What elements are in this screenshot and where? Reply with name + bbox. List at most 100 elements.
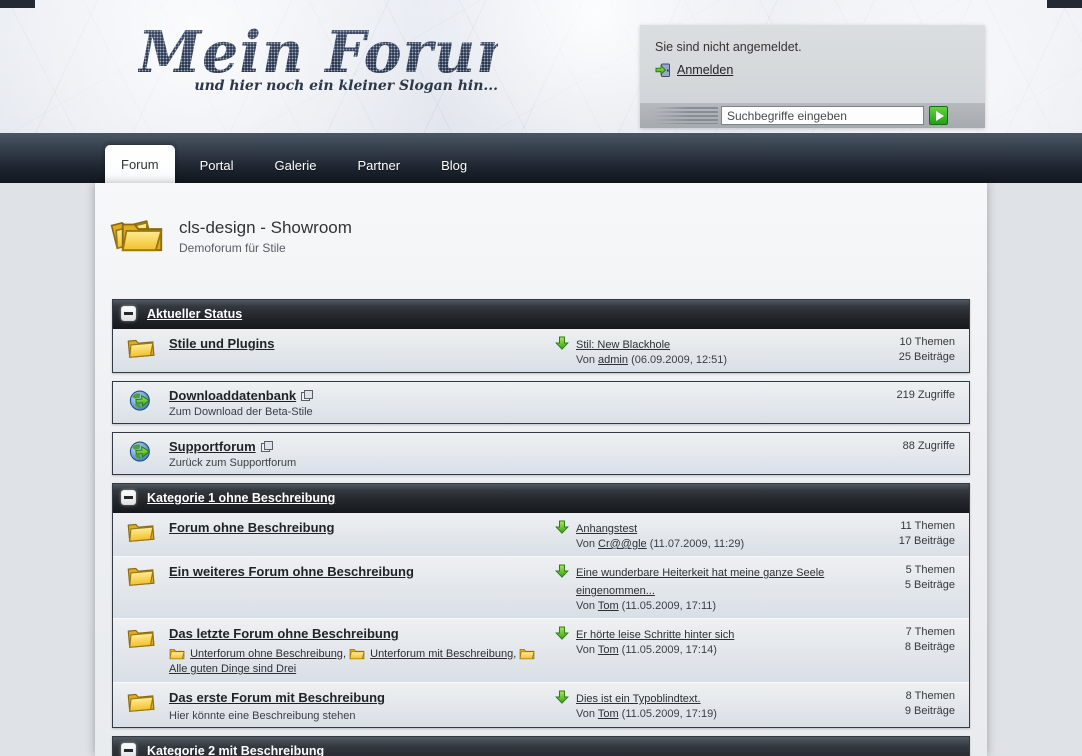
external-link-box: Supportforum Zurück zum Supportforum 88 … [112,432,970,475]
collapse-toggle-icon[interactable] [121,743,136,756]
collapse-toggle-icon[interactable] [121,306,136,321]
subforum-list: Unterforum ohne Beschreibung, Unterforum… [169,647,549,677]
external-link-title[interactable]: Supportforum [169,439,256,454]
last-post-arrow-icon[interactable] [555,626,569,640]
go-arrow-icon [935,110,944,121]
subforum-folder-icon [169,649,185,660]
forum-link[interactable]: Forum ohne Beschreibung [169,520,335,535]
external-link-row: Downloaddatenbank Zum Download der Beta-… [113,382,969,423]
stat-posts: 25 Beiträge [898,351,955,363]
last-post-arrow-icon[interactable] [555,520,569,534]
last-post-arrow-icon[interactable] [555,336,569,350]
brand-logo: Mein Forum und hier noch ein kleiner Slo… [138,24,498,94]
folder-icon [127,629,155,648]
last-post-byline: Von admin (06.09.2009, 12:51) [576,354,728,366]
folder-stack-icon [110,211,167,261]
forum-description: Hier könnte eine Beschreibung stehen [169,710,356,722]
tab-portal[interactable]: Portal [199,158,234,173]
last-post-arrow-icon[interactable] [555,564,569,578]
last-post-author-link[interactable]: Tom [597,708,619,720]
page-title: cls-design - Showroom [179,217,352,237]
stat-topics: 10 Themen [899,336,955,348]
stat-topics: 7 Themen [905,626,955,638]
stat-posts: 8 Beiträge [904,641,955,653]
forum-row: Ein weiteres Forum ohne Beschreibung Ein… [113,556,969,618]
forum-row: Forum ohne Beschreibung Anhangstest Von … [113,513,969,556]
tab-partner[interactable]: Partner [357,158,401,173]
search-go-button[interactable] [929,106,948,125]
tab-galerie[interactable]: Galerie [274,158,317,173]
last-post-byline: Von Tom (11.05.2009, 17:14) [576,644,717,656]
external-window-icon [260,441,273,452]
stat-posts: 17 Beiträge [898,535,955,547]
last-post-byline: Von Cr@@gle (11.07.2009, 11:29) [576,538,745,550]
last-post-author-link[interactable]: Tom [597,644,619,656]
login-door-icon [655,63,670,77]
forum-stats: 8 Themen 9 Beiträge [857,689,969,719]
last-post-author-link[interactable]: Tom [597,600,619,612]
folder-icon [127,339,155,358]
subforum-folder-icon [349,649,365,660]
forum-stats: 7 Themen 8 Beiträge [857,625,969,655]
subforum-link[interactable]: Alle guten Dinge sind Drei [169,663,297,675]
subforum-link[interactable]: Unterforum ohne Beschreibung [190,648,343,660]
forum-link[interactable]: Das erste Forum mit Beschreibung [169,690,385,705]
subforum-link[interactable]: Unterforum mit Beschreibung [370,648,514,660]
external-window-icon [301,390,314,401]
corner-decoration [1047,0,1082,8]
main-navbar: Forum Portal Galerie Partner Blog [0,133,1082,183]
brand-slogan: und hier noch ein kleiner Slogan hin... [194,78,498,94]
category-title-link[interactable]: Kategorie 1 ohne Beschreibung [147,491,336,505]
last-post-link[interactable]: Stil: New Blackhole [576,339,671,351]
last-post-cell: Stil: New Blackhole Von admin (06.09.200… [555,335,857,367]
forum-link[interactable]: Ein weiteres Forum ohne Beschreibung [169,564,414,579]
search-input[interactable] [721,106,924,125]
subforum-item: Unterforum mit Beschreibung, [349,648,519,660]
forum-stats: 11 Themen 17 Beiträge [857,519,969,549]
folder-icon [127,523,155,542]
last-post-link[interactable]: Dies ist ein Typoblindtext. [576,693,701,705]
last-post-arrow-icon[interactable] [555,690,569,704]
forum-row: Stile und Plugins Stil: New Blackhole Vo… [113,329,969,372]
last-post-cell: Er hörte leise Schritte hinter sich Von … [555,625,857,657]
category-box: Aktueller Status Stile und Plugins Stil:… [112,299,970,373]
category-header: Aktueller Status [113,300,969,329]
external-link-description: Zum Download der Beta-Stile [169,406,313,418]
stat-topics: 11 Themen [900,520,955,532]
forum-link[interactable]: Stile und Plugins [169,336,275,351]
link-access-count: 88 Zugriffe [902,440,955,452]
login-link[interactable]: Anmelden [677,63,734,77]
category-box: Kategorie 2 mit Beschreibung Mit einer B… [112,736,970,756]
last-post-link[interactable]: Anhangstest [576,523,638,535]
forum-stats: 5 Themen 5 Beiträge [857,563,969,593]
forum-stats: 10 Themen 25 Beiträge [857,335,969,365]
tab-blog[interactable]: Blog [441,158,468,173]
last-post-cell: Dies ist ein Typoblindtext. Von Tom (11.… [555,689,857,721]
stat-topics: 5 Themen [905,564,955,576]
category-box: Kategorie 1 ohne Beschreibung Forum ohne… [112,483,970,728]
external-link-row: Supportforum Zurück zum Supportforum 88 … [113,433,969,474]
folder-icon [127,567,155,586]
last-post-byline: Von Tom (11.05.2009, 17:19) [576,708,717,720]
globe-link-icon [129,390,151,411]
last-post-link[interactable]: Eine wunderbare Heiterkeit hat meine gan… [576,567,825,597]
tab-forum[interactable]: Forum [105,145,175,183]
external-link-title[interactable]: Downloaddatenbank [169,388,297,403]
last-post-author-link[interactable]: Cr@@gle [598,538,647,550]
last-post-byline: Von Tom (11.05.2009, 17:11) [576,600,717,612]
category-title-link[interactable]: Kategorie 2 mit Beschreibung [147,744,325,756]
main-content: cls-design - Showroom Demoforum für Stil… [95,183,987,756]
forum-row: Das erste Forum mit Beschreibung Hier kö… [113,682,969,727]
stat-topics: 8 Themen [905,690,955,702]
forum-link[interactable]: Das letzte Forum ohne Beschreibung [169,626,399,641]
collapse-toggle-icon[interactable] [121,490,136,505]
category-header: Kategorie 1 ohne Beschreibung [113,484,969,513]
stat-posts: 5 Beiträge [904,579,955,591]
search-bar [640,103,985,128]
link-access-count: 219 Zugriffe [896,389,955,401]
last-post-link[interactable]: Er hörte leise Schritte hinter sich [576,629,735,641]
subforum-item: Unterforum ohne Beschreibung, [169,648,349,660]
category-title-link[interactable]: Aktueller Status [147,307,243,321]
last-post-author-link[interactable]: admin [598,354,628,366]
last-post-cell: Eine wunderbare Heiterkeit hat meine gan… [555,563,857,613]
